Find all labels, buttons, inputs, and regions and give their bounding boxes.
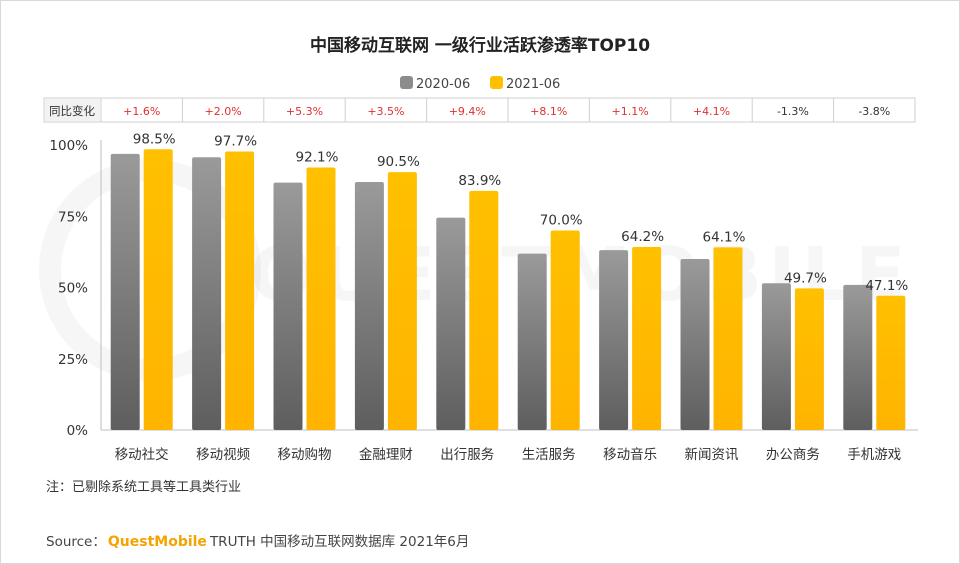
- legend-label-2020: 2020-06: [416, 77, 470, 92]
- y-tick-label: 0%: [67, 423, 89, 439]
- bar-2020-06: [517, 253, 547, 430]
- bar-2020-06: [110, 153, 140, 430]
- data-label: 70.0%: [540, 213, 583, 229]
- data-label: 47.1%: [865, 278, 908, 294]
- yoy-value: +8.1%: [530, 105, 567, 118]
- y-tick-label: 25%: [58, 352, 88, 368]
- x-tick-label: 移动购物: [278, 447, 332, 463]
- data-label: 97.7%: [214, 134, 257, 150]
- bar-2020-06: [843, 284, 873, 430]
- bar-2021-06: [713, 247, 743, 430]
- yoy-value: -1.3%: [777, 105, 809, 118]
- x-tick-label: 金融理财: [359, 447, 413, 463]
- x-tick-label: 手机游戏: [847, 447, 901, 463]
- bar-2021-06: [876, 295, 906, 430]
- bar-2020-06: [192, 157, 222, 430]
- legend-label-2021: 2021-06: [506, 77, 560, 92]
- x-tick-labels: 移动社交 移动视频 移动购物 金融理财 出行服务 生活服务 移动音乐 新闻资讯 办公商务 手机游戏: [115, 446, 902, 463]
- yoy-value: +5.3%: [286, 105, 323, 118]
- x-tick-label: 生活服务: [522, 447, 576, 463]
- y-tick-label: 50%: [58, 281, 88, 297]
- source-prefix: Source：: [46, 534, 106, 550]
- yoy-value: +9.4%: [449, 105, 486, 118]
- bar-2020-06: [599, 250, 629, 430]
- x-tick-label: 出行服务: [440, 447, 494, 463]
- yoy-header-cell: [45, 99, 100, 121]
- bar-2020-06: [680, 259, 710, 430]
- data-label: 49.7%: [784, 270, 827, 286]
- data-label: 98.5%: [133, 131, 176, 147]
- bar-2021-06: [632, 247, 662, 430]
- yoy-value: +2.0%: [205, 105, 242, 118]
- bar-2021-06: [143, 149, 173, 430]
- x-tick-label: 移动社交: [115, 446, 169, 463]
- bar-2021-06: [469, 190, 499, 430]
- bar-2020-06: [761, 283, 791, 430]
- y-tick-label: 75%: [58, 209, 88, 225]
- yoy-table-border: [43, 97, 916, 123]
- bars: [110, 149, 906, 430]
- bar-2021-06: [550, 230, 580, 430]
- chart-title: 中国移动互联网 一级行业活跃渗透率TOP10: [310, 35, 650, 56]
- y-axis: 0% 25% 50% 75% 100%: [49, 138, 102, 439]
- source-brand: QuestMobile: [108, 534, 207, 550]
- source-text: TRUTH 中国移动互联网数据库 2021年6月: [209, 534, 469, 550]
- bar-2020-06: [436, 217, 466, 430]
- bar-2020-06: [273, 182, 303, 430]
- bar-2021-06: [306, 167, 336, 430]
- data-label: 64.2%: [621, 229, 664, 245]
- yoy-value: +4.1%: [693, 105, 730, 118]
- yoy-value: +3.5%: [367, 105, 404, 118]
- yoy-value: -3.8%: [858, 105, 890, 118]
- yoy-value: +1.6%: [123, 105, 160, 118]
- x-tick-label: 移动视频: [196, 447, 250, 463]
- legend: 2020-06 2021-06: [400, 76, 560, 92]
- legend-swatch-2021: [490, 76, 503, 89]
- footnote: 注：已剔除系统工具等工具类行业: [46, 479, 241, 495]
- bar-2021-06: [387, 172, 417, 430]
- yoy-value: +1.1%: [612, 105, 649, 118]
- yoy-header-label: 同比变化: [49, 104, 95, 118]
- data-label: 90.5%: [377, 154, 420, 170]
- source-line: Source： QuestMobile TRUTH 中国移动互联网数据库 2021年…: [46, 534, 469, 550]
- data-label: 92.1%: [296, 150, 339, 166]
- data-label: 64.1%: [703, 229, 746, 245]
- bar-2020-06: [354, 182, 384, 430]
- x-tick-label: 办公商务: [766, 447, 820, 463]
- bar-2021-06: [225, 151, 255, 430]
- legend-swatch-2020: [400, 76, 413, 89]
- data-labels: 98.5% 97.7% 92.1% 90.5% 83.9% 70.0% 64.2% 64.1%…: [133, 131, 909, 293]
- y-tick-label: 100%: [49, 138, 88, 154]
- yoy-table: 同比变化 +1.6% +2.0% +5.3% +3.5% +9.4% +8.1% +1.1%…: [43, 97, 916, 123]
- data-label: 83.9%: [458, 173, 501, 189]
- x-tick-label: 新闻资讯: [685, 447, 739, 463]
- x-tick-label: 移动音乐: [603, 446, 657, 463]
- bar-2021-06: [794, 288, 824, 430]
